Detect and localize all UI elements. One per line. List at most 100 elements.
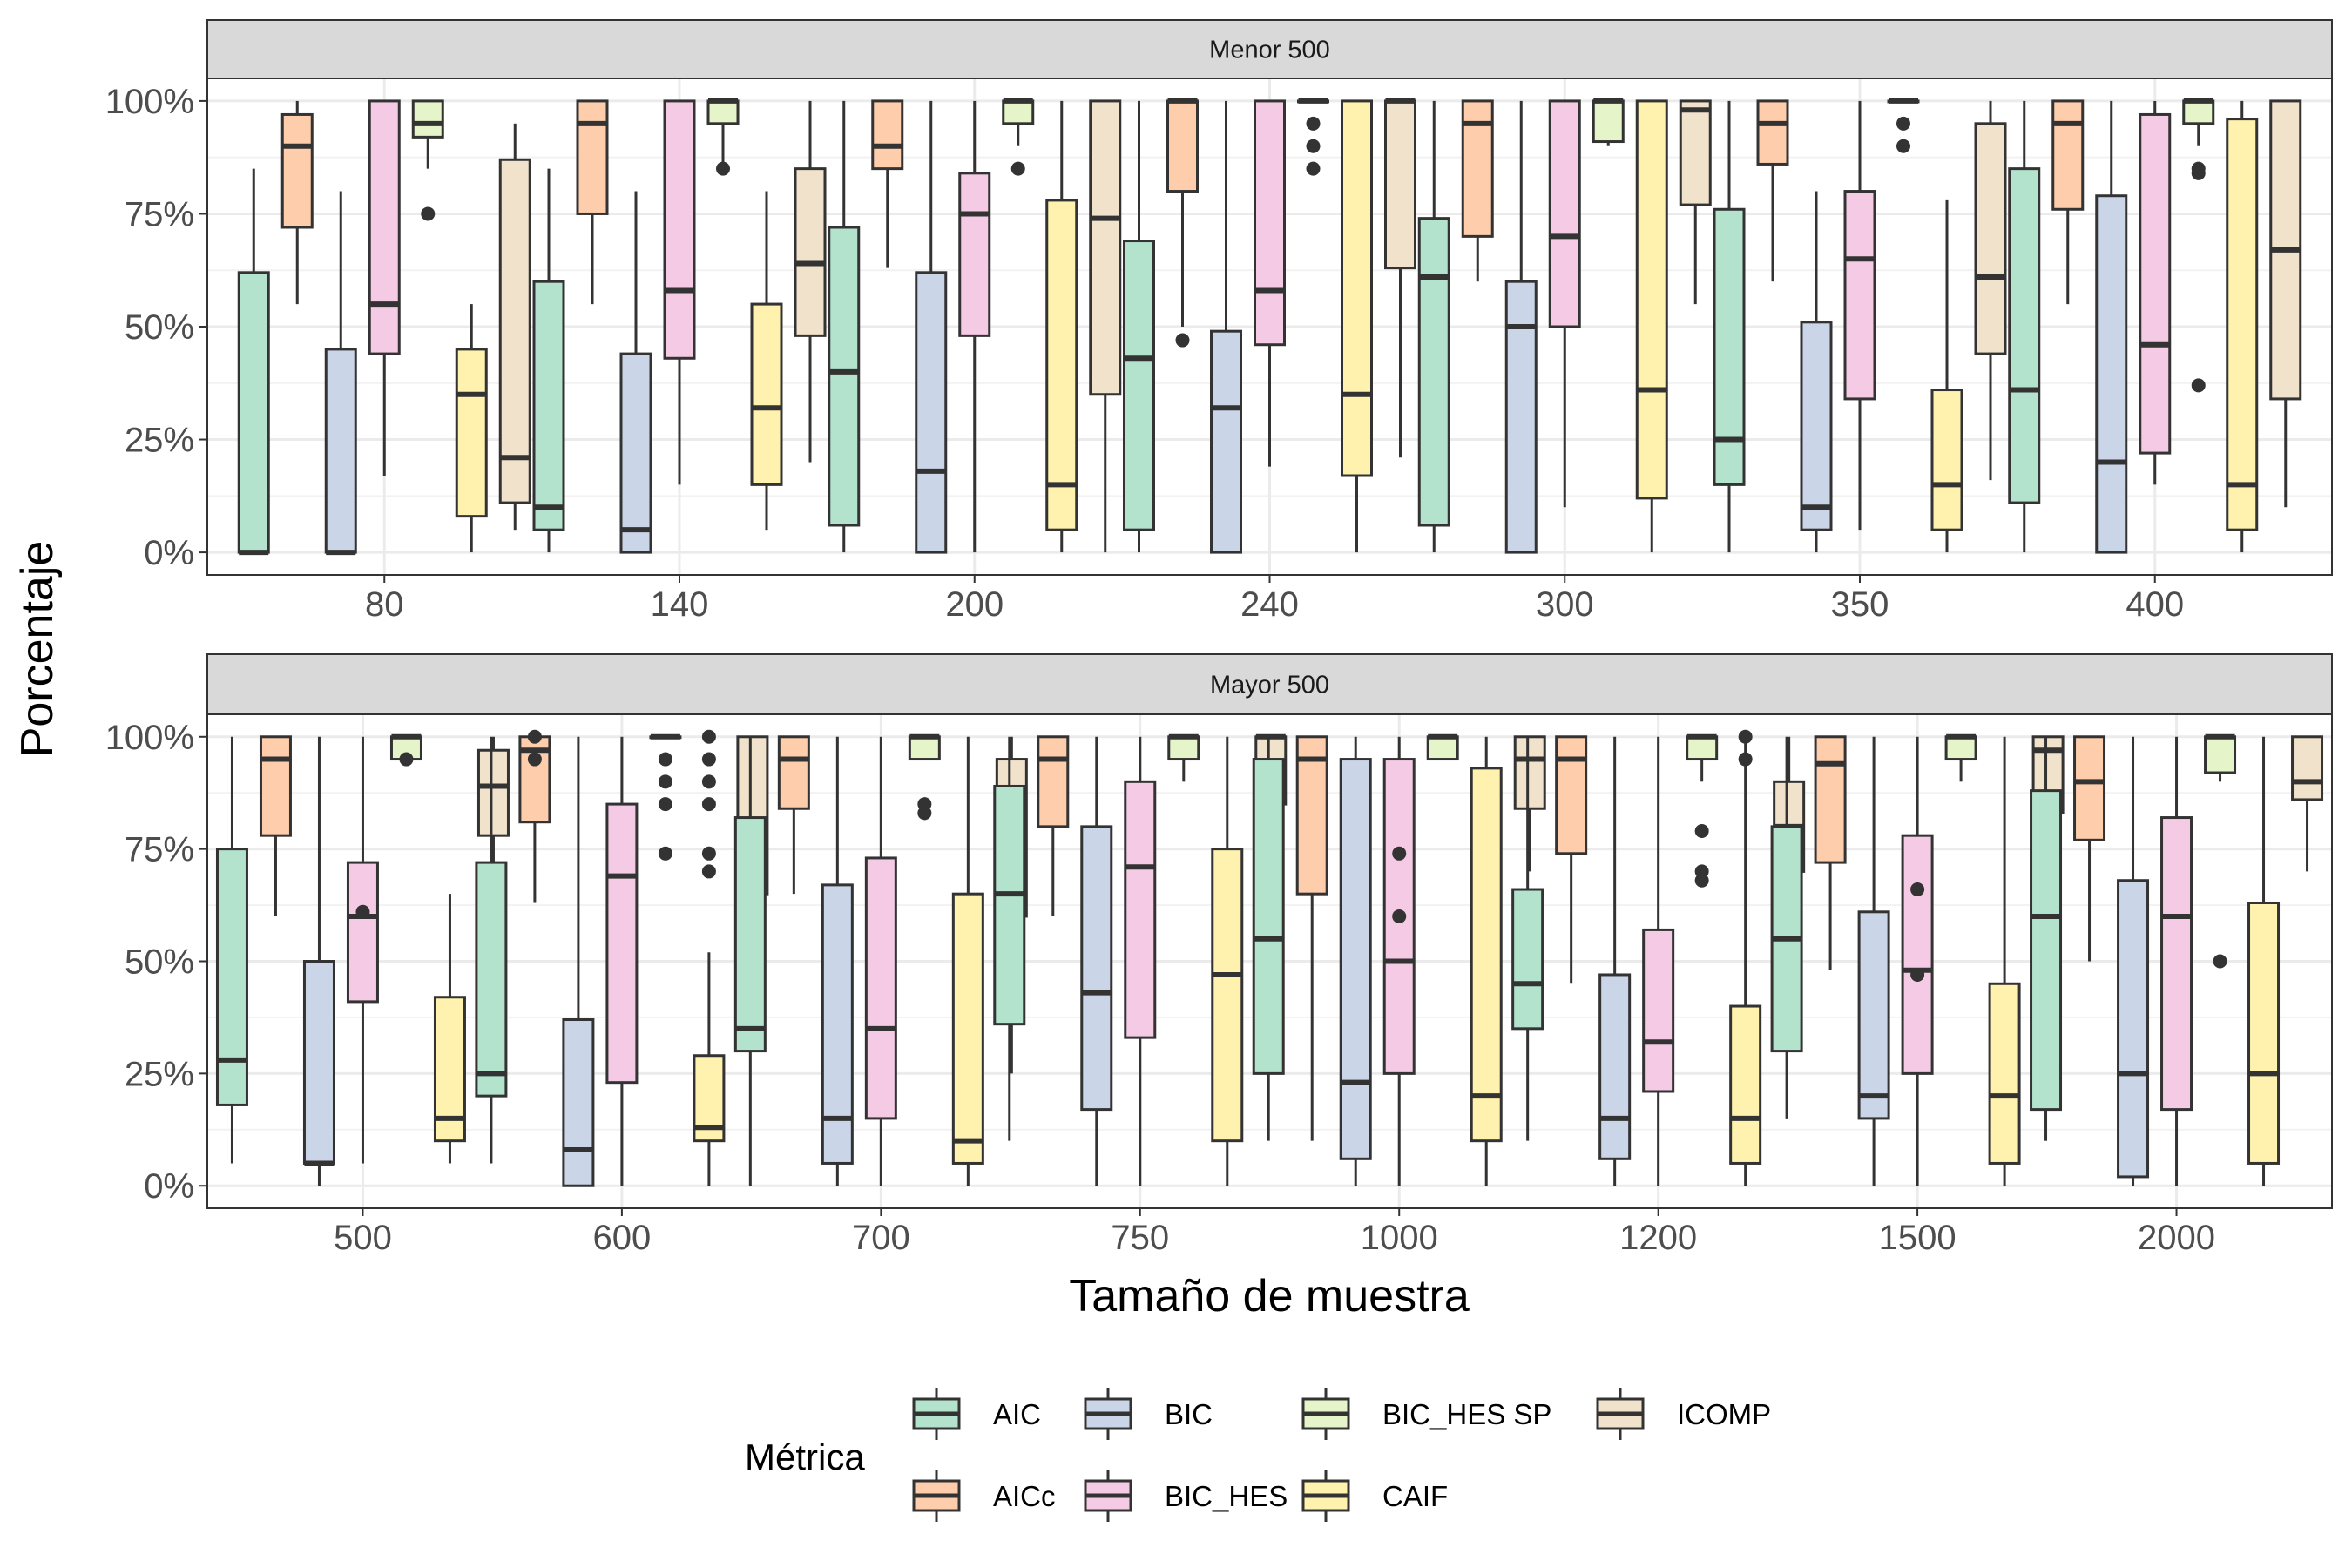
- y-tick-label: 50%: [125, 943, 194, 982]
- box-iqr: [1555, 735, 1588, 855]
- box-iqr: [2247, 901, 2281, 1165]
- x-tick-label: 500: [334, 1219, 392, 1257]
- box-caif: [1635, 99, 1668, 553]
- box-bic-hes: [1548, 99, 1581, 508]
- box-bic-hes-sp: [908, 733, 941, 821]
- box-icomp: [1679, 99, 1712, 305]
- legend-label: CAIF: [1382, 1480, 1448, 1512]
- box-bic-hes-sp: [706, 98, 740, 176]
- y-tick-label: 25%: [125, 422, 194, 460]
- outlier-point: [701, 797, 716, 812]
- box-iqr: [1426, 735, 1459, 761]
- box-caif: [693, 729, 726, 1186]
- y-axis-title: Porcentaje: [12, 541, 63, 758]
- box-iqr: [1686, 735, 1719, 761]
- box-iqr: [1548, 99, 1581, 328]
- box-bic: [1598, 736, 1632, 1186]
- box-aicc: [1814, 735, 1847, 970]
- box-bic-hes: [2160, 736, 2193, 1186]
- x-tick-label: 700: [852, 1219, 910, 1257]
- x-tick-label: 600: [593, 1219, 652, 1257]
- strip-title: Menor 500: [1209, 37, 1330, 64]
- box-caif: [1341, 99, 1373, 553]
- box-bic: [2117, 736, 2150, 1186]
- box-iqr: [1843, 190, 1876, 401]
- outlier-point: [1738, 729, 1753, 744]
- strip-title: Mayor 500: [1210, 672, 1329, 700]
- box-bic-hes: [2139, 100, 2172, 485]
- box-aic: [1511, 736, 1544, 1141]
- box-bic-hes: [1124, 736, 1157, 1186]
- box-iqr: [1470, 767, 1503, 1143]
- box-aic: [1417, 100, 1450, 553]
- group-200: [828, 98, 1122, 554]
- legend: Métrica AIC AICc BIC BIC_HES BIC_HES SP CAIF I…: [745, 1388, 1771, 1522]
- box-iqr: [455, 348, 488, 518]
- x-tick-label: 200: [945, 585, 1004, 624]
- group-1500: [1770, 733, 2065, 1186]
- box-iqr: [951, 892, 984, 1165]
- box-iqr: [1901, 834, 1934, 1075]
- box-bic-hes: [605, 736, 639, 1186]
- x-tick-label: 80: [365, 585, 404, 624]
- box-aicc: [1555, 735, 1588, 984]
- box-iqr: [777, 735, 810, 810]
- outlier-point: [1175, 333, 1190, 348]
- box-iqr: [2117, 879, 2150, 1179]
- box-icomp: [1089, 99, 1122, 553]
- box-iqr: [302, 960, 335, 1165]
- outlier-point: [527, 729, 542, 744]
- box-bic: [1080, 736, 1113, 1186]
- box-iqr: [619, 352, 652, 554]
- outlier-point: [1896, 116, 1910, 131]
- box-caif: [951, 736, 984, 1186]
- box-iqr: [1210, 329, 1242, 554]
- box-iqr: [2008, 167, 2041, 504]
- box-caif: [2247, 736, 2281, 1186]
- box-aicc: [518, 729, 551, 903]
- box-iqr: [750, 302, 783, 486]
- box-bic: [915, 100, 948, 554]
- x-tick-label: 400: [2126, 585, 2184, 624]
- box-iqr: [706, 99, 740, 125]
- box-iqr: [1045, 199, 1078, 531]
- box-bic-hes-sp: [1297, 98, 1329, 176]
- panels: Menor 500 0% 25% 50% 75% 100% 80 140 200 240 300 35…: [105, 19, 2333, 1257]
- box-iqr: [2073, 735, 2106, 841]
- y-axis: 0% 25% 50% 75% 100%: [105, 719, 207, 1206]
- box-iqr: [476, 748, 510, 837]
- y-tick-label: 0%: [144, 1167, 194, 1206]
- box-icomp: [1974, 100, 2007, 481]
- box-iqr: [1974, 122, 2007, 355]
- outlier-point: [1694, 873, 1709, 888]
- box-iqr: [1635, 99, 1668, 500]
- outlier-point: [701, 864, 716, 879]
- box-bic-hes-sp: [411, 99, 444, 221]
- x-tick-label: 2000: [2138, 1219, 2215, 1257]
- y-tick-label: 50%: [125, 308, 194, 347]
- box-iqr: [1944, 735, 1977, 761]
- box-iqr: [1930, 389, 1963, 531]
- box-iqr: [237, 271, 270, 554]
- box-iqr: [1167, 735, 1200, 761]
- box-aicc: [1756, 99, 1789, 282]
- box-iqr: [2226, 118, 2259, 531]
- outlier-point: [421, 206, 436, 221]
- outlier-point: [2213, 954, 2227, 969]
- panel-mayor-500: Mayor 500 0% 25% 50% 75% 100% 500 600 700 750 1000…: [105, 653, 2333, 1257]
- x-tick-label: 1500: [1879, 1219, 1957, 1257]
- legend-label: AIC: [993, 1398, 1041, 1430]
- x-tick-label: 1200: [1619, 1219, 1697, 1257]
- box-icomp: [2291, 735, 2324, 872]
- legend-label: BIC: [1165, 1398, 1213, 1430]
- box-bic-hes-sp: [1592, 98, 1625, 146]
- box-iqr: [1252, 758, 1285, 1075]
- box-iqr: [733, 816, 767, 1053]
- box-bic: [1504, 100, 1538, 554]
- box-iqr: [1254, 99, 1286, 347]
- box-bic-hes-sp: [1686, 733, 1719, 888]
- box-iqr: [1756, 99, 1789, 166]
- outlier-point: [716, 161, 730, 176]
- box-aic: [237, 168, 270, 556]
- outlier-point: [1392, 846, 1407, 861]
